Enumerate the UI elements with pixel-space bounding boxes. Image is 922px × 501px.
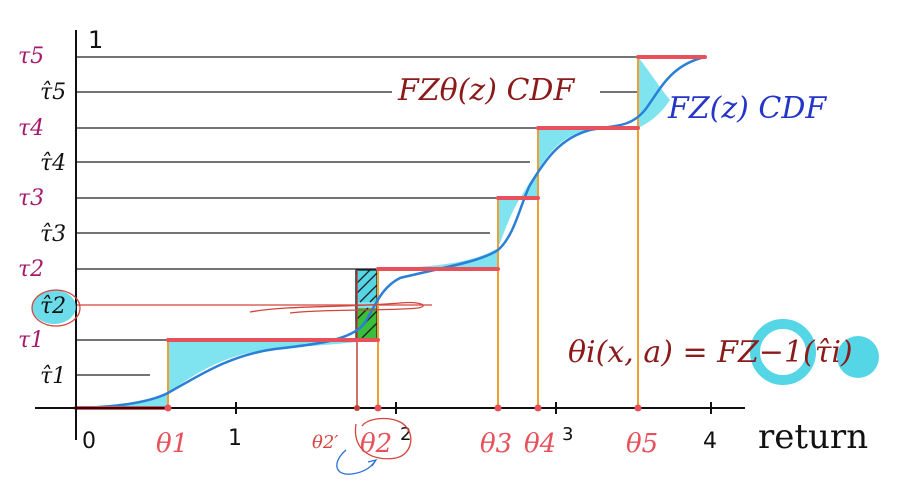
fill-region-8 <box>638 57 670 128</box>
label-tau5: τ5 <box>18 44 44 69</box>
label-tauhat2: τ̂2 <box>40 294 66 319</box>
label-tau3: τ3 <box>18 186 44 211</box>
model-cdf-label: FZθ(z) CDF <box>397 73 575 108</box>
theta2-circle <box>354 417 412 460</box>
hatched-cells <box>355 269 378 339</box>
true-cdf-label: FZ(z) CDF <box>667 91 827 126</box>
fill-region-5 <box>498 198 520 248</box>
formula-highlights <box>750 319 879 385</box>
label-tauhat4: τ̂4 <box>40 151 66 176</box>
fill-region-2 <box>168 340 378 393</box>
label-theta1: θ1 <box>156 429 188 459</box>
label-tau2: τ2 <box>18 257 44 282</box>
tau-labels: τ5 τ̂5 τ4 τ̂4 τ3 τ̂3 τ2 τ̂2 τ1 τ̂1 <box>18 44 81 389</box>
label-theta2: θ2 <box>360 429 392 459</box>
quantile-formula: θi(x, a) = FZ−1(τ̂i) <box>568 335 853 370</box>
fill-region-4 <box>378 248 498 269</box>
label-tau4: τ4 <box>18 116 44 141</box>
x-tick-3: 3 <box>562 424 573 445</box>
label-tauhat5: τ̂5 <box>40 80 66 105</box>
fill-region-7 <box>538 127 638 170</box>
swap-arrow-blue <box>336 449 378 475</box>
x-tick-0: 0 <box>82 429 96 454</box>
x-axis-title: return <box>758 417 868 457</box>
label-theta2-prime: θ2′ <box>312 432 338 453</box>
label-theta4: θ4 <box>524 429 556 459</box>
hatch-cell-upper <box>356 270 377 302</box>
x-tick-4: 4 <box>703 429 717 454</box>
x-tick-labels: 0 1 2 3 4 <box>82 424 717 454</box>
y-top-label: 1 <box>88 26 103 54</box>
x-tick-1: 1 <box>228 426 242 451</box>
x-tick-2: 2 <box>400 424 411 445</box>
theta-labels: θ1 θ2 θ3 θ4 θ5 <box>156 429 658 459</box>
axes <box>35 30 745 440</box>
theta-markers <box>164 404 642 412</box>
guide-lines <box>76 56 638 376</box>
label-theta3: θ3 <box>480 429 512 459</box>
label-tauhat1: τ̂1 <box>40 364 66 389</box>
scribble-red <box>249 301 424 314</box>
label-theta5: θ5 <box>626 429 658 459</box>
label-tauhat3: τ̂3 <box>40 222 66 247</box>
fill-region-1 <box>75 393 168 408</box>
tauhat2-highlight <box>31 289 81 327</box>
label-tau1: τ1 <box>18 328 44 353</box>
